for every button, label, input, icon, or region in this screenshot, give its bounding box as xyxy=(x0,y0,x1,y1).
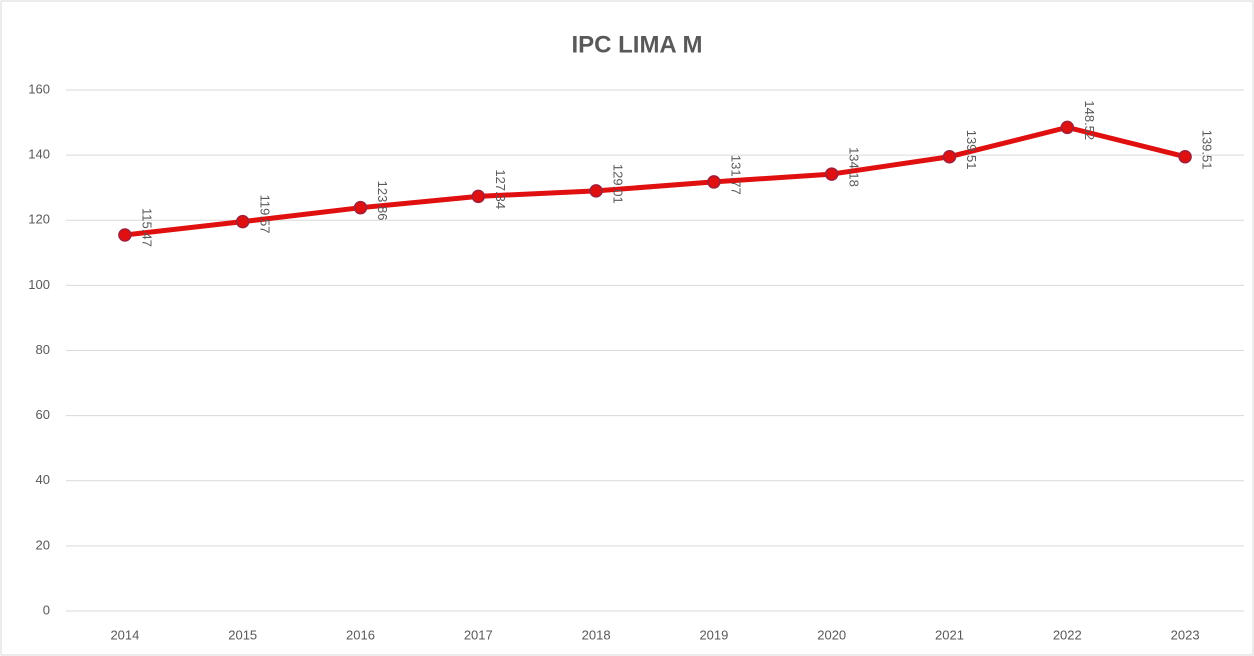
x-tick-label: 2023 xyxy=(1171,627,1200,642)
data-point xyxy=(824,167,839,181)
data-label: 127.34 xyxy=(493,169,508,209)
data-label: 131.77 xyxy=(728,155,743,195)
y-tick-label: 160 xyxy=(28,81,50,96)
chart-title: IPC LIMA M xyxy=(571,31,702,58)
x-tick-label: 2019 xyxy=(699,627,728,642)
data-point xyxy=(1178,149,1192,164)
series-line xyxy=(124,124,1186,238)
data-label: 115.47 xyxy=(139,208,154,247)
data-point xyxy=(471,189,486,204)
x-tick-label: 2020 xyxy=(817,627,846,642)
x-tick-label: 2016 xyxy=(346,627,375,642)
y-tick-label: 80 xyxy=(36,342,50,357)
x-tick-label: 2015 xyxy=(228,627,257,642)
x-tick-label: 2022 xyxy=(1053,627,1082,642)
y-tick-label: 140 xyxy=(28,147,50,162)
y-tick-label: 0 xyxy=(43,602,50,617)
y-tick-label: 100 xyxy=(28,277,50,292)
data-point xyxy=(707,175,721,189)
x-tick-label: 2017 xyxy=(464,627,493,642)
data-point xyxy=(235,214,250,229)
data-label: 123.86 xyxy=(375,181,390,221)
y-tick-label: 120 xyxy=(28,212,50,227)
data-point xyxy=(353,200,368,215)
data-label: 139.51 xyxy=(1200,130,1215,170)
data-point xyxy=(942,149,957,164)
data-label: 148.52 xyxy=(1082,100,1097,140)
x-tick-label: 2021 xyxy=(935,627,964,642)
data-label: 129.01 xyxy=(611,164,626,204)
x-tick-label: 2014 xyxy=(110,627,139,642)
data-point xyxy=(1060,120,1075,135)
data-point xyxy=(118,228,132,242)
data-point xyxy=(589,184,603,198)
y-tick-label: 40 xyxy=(36,472,50,487)
data-label: 134.18 xyxy=(846,147,861,187)
x-tick-label: 2018 xyxy=(582,627,611,642)
data-label: 139.51 xyxy=(964,130,979,170)
data-label: 119.57 xyxy=(257,195,272,234)
y-tick-label: 60 xyxy=(36,407,50,422)
y-tick-label: 20 xyxy=(36,537,50,552)
